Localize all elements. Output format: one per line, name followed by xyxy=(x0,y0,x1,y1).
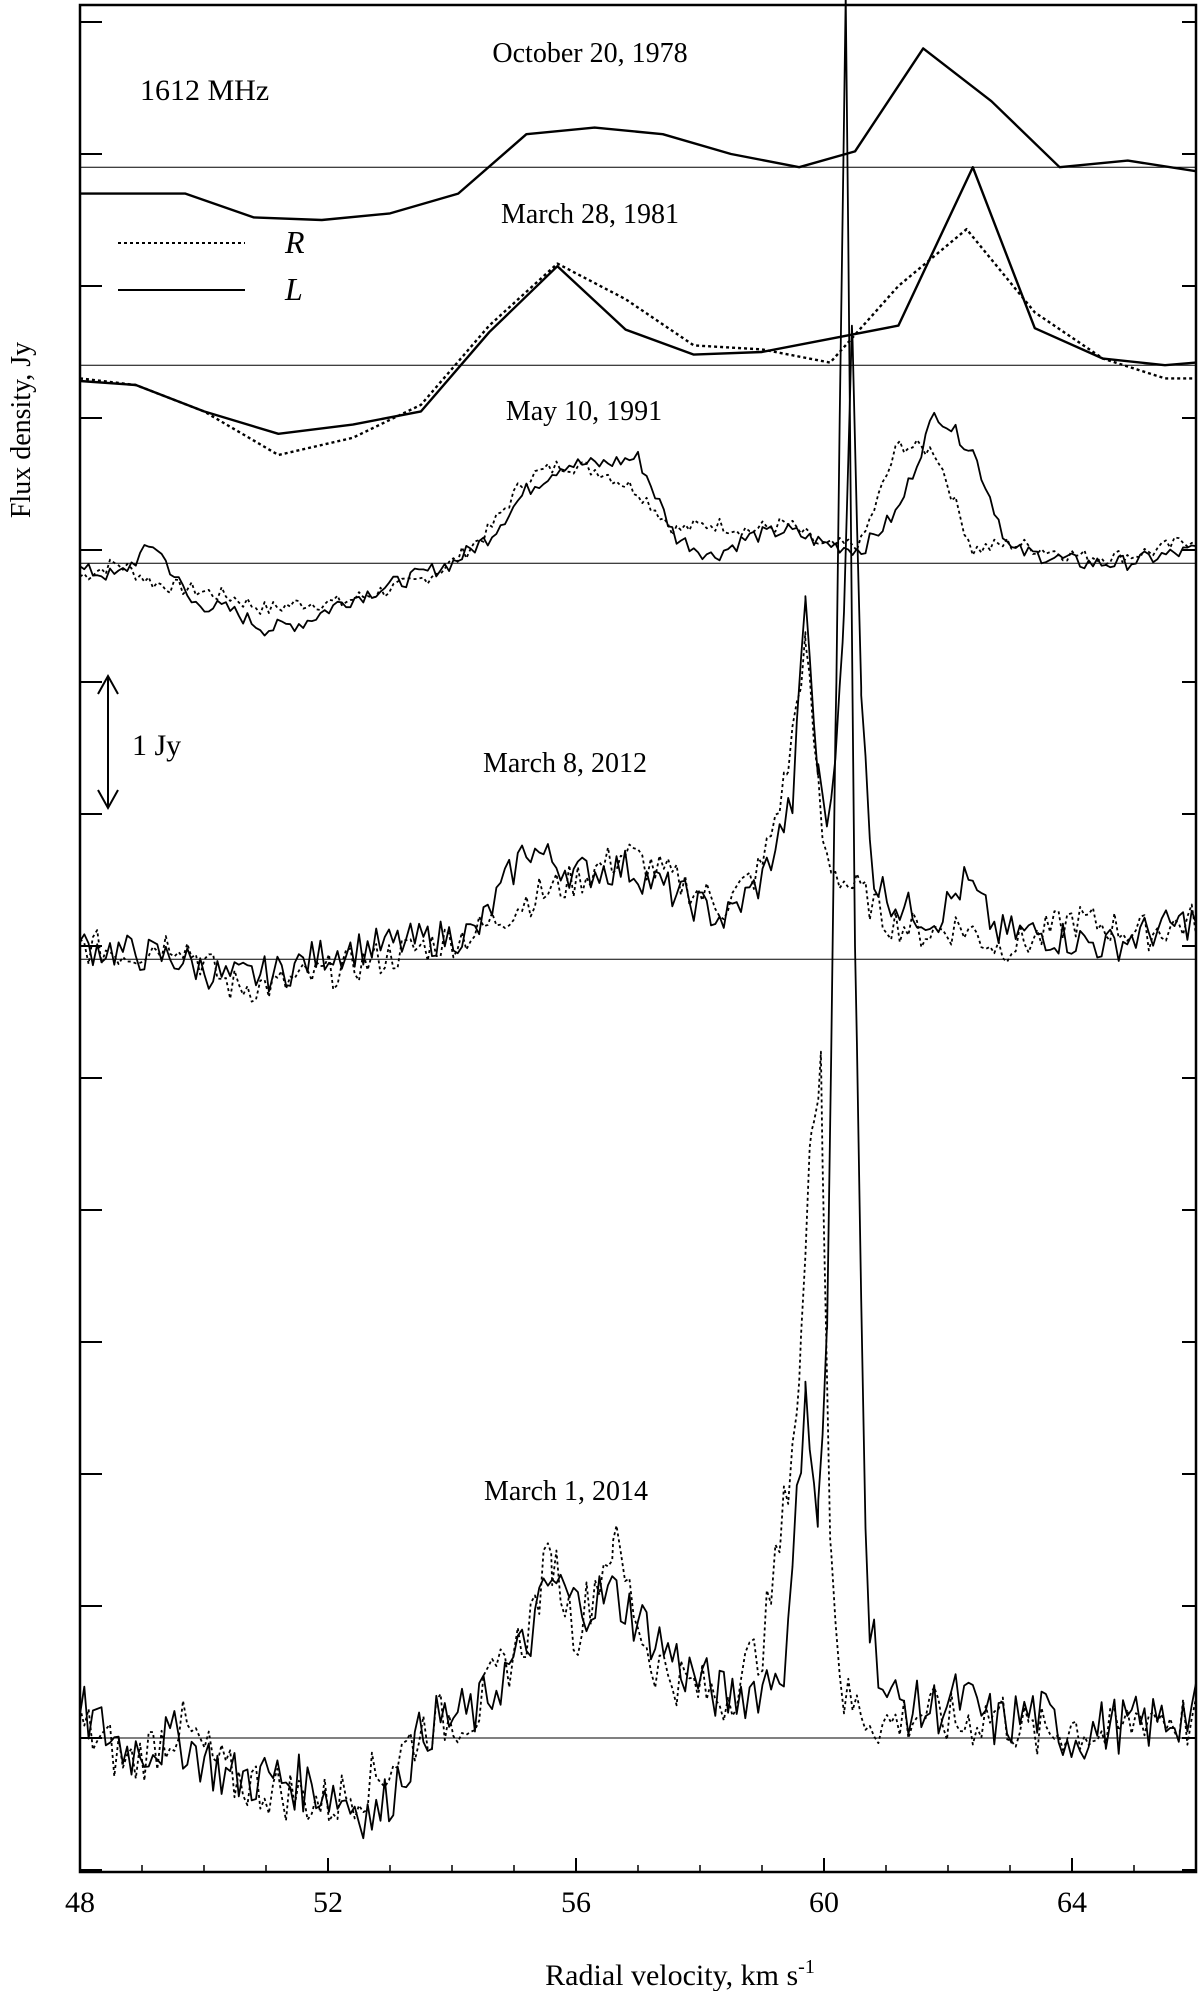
epoch-label-1: March 28, 1981 xyxy=(501,199,679,230)
epoch-label-2: May 10, 1991 xyxy=(506,396,662,427)
x-axis-label: Radial velocity, km s-1 xyxy=(545,1956,815,1991)
epoch-labels-group: October 20, 1978 March 28, 1981 May 10, 19… xyxy=(483,38,688,1507)
x-axis-label-text: Radial velocity, km s xyxy=(545,1959,798,1991)
x-tick-label-56: 56 xyxy=(561,1886,591,1919)
x-axis-label-sup: -1 xyxy=(798,1956,815,1978)
series-L-epoch-2 xyxy=(79,411,1197,637)
series-R-epoch-2 xyxy=(79,439,1197,615)
legend-label-r: R xyxy=(284,224,305,260)
x-tick-label-60: 60 xyxy=(809,1886,839,1919)
gridlines-group xyxy=(80,166,1196,1739)
x-tick-label-48: 48 xyxy=(65,1886,95,1919)
scale-bar: 1 Jy xyxy=(97,673,181,811)
frequency-label: 1612 MHz xyxy=(140,74,269,107)
series-L-epoch-1 xyxy=(79,166,1197,435)
epoch-label-3: March 8, 2012 xyxy=(483,748,647,779)
series-group xyxy=(79,0,1197,1840)
y-axis-label: Flux density, Jy xyxy=(6,342,37,518)
x-tick-label-64: 64 xyxy=(1057,1886,1087,1919)
axes-group: 48 52 56 60 64 xyxy=(65,21,1196,1919)
series-R-epoch-3 xyxy=(79,631,1197,1003)
scale-bar-arrow-head-down xyxy=(97,789,119,811)
series-L-epoch-3 xyxy=(79,324,1197,993)
epoch-label-4: March 1, 2014 xyxy=(484,1476,648,1507)
series-R-epoch-4 xyxy=(79,1050,1197,1823)
scale-bar-arrow-head-up xyxy=(97,673,119,695)
epoch-label-0: October 20, 1978 xyxy=(492,38,687,69)
x-tick-label-52: 52 xyxy=(313,1886,343,1919)
legend-label-l: L xyxy=(284,271,303,307)
scale-bar-label: 1 Jy xyxy=(132,729,181,762)
series-L-epoch-4 xyxy=(79,0,1197,1840)
series-L-epoch-0 xyxy=(80,47,1197,222)
plot-frame xyxy=(78,3,1198,1874)
legend: R L xyxy=(118,224,305,307)
